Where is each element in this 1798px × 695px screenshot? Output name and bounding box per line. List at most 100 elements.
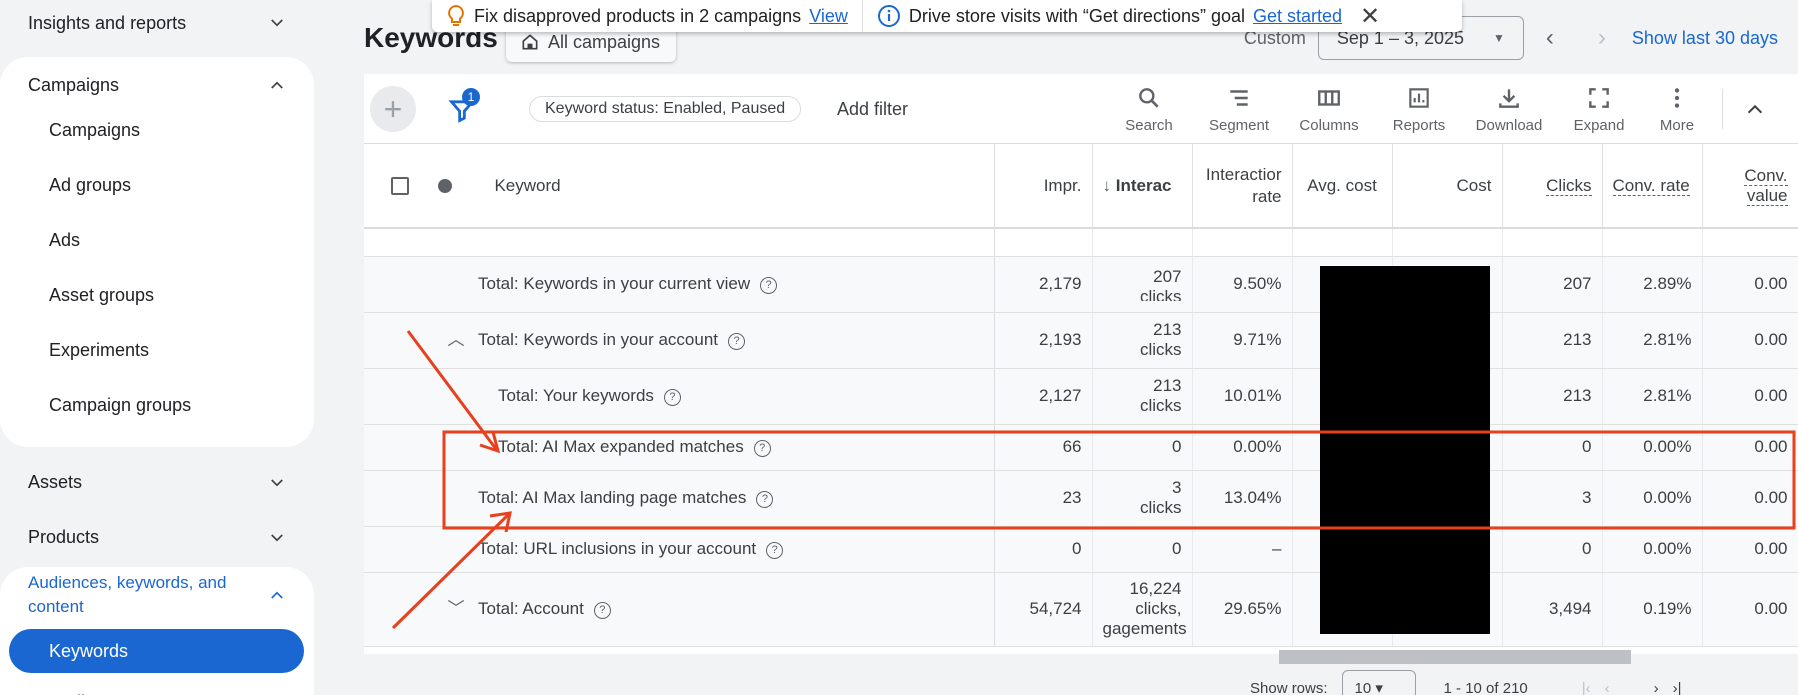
column-header-keyword[interactable]: Keyword bbox=[364, 144, 995, 229]
rows-per-page-select[interactable]: 10 ▾ bbox=[1341, 670, 1416, 695]
sidebar-item-experiments[interactable]: Experiments bbox=[49, 340, 150, 360]
tool-label: More bbox=[1659, 116, 1695, 134]
sidebar-item-ad-groups[interactable]: Ad groups bbox=[49, 175, 132, 195]
sidebar-section-assets[interactable]: Assets bbox=[0, 455, 314, 510]
notification-banner: Fix disapproved products in 2 campaigns … bbox=[432, 0, 1462, 32]
main-content: Keywords All campaigns Custom Sep 1 – 3,… bbox=[364, 0, 1798, 695]
clicks-cell: 0 bbox=[1502, 526, 1603, 573]
help-icon[interactable]: ? bbox=[753, 440, 771, 457]
tool-label: Download bbox=[1475, 116, 1543, 134]
pagination: Show rows: 10 ▾ 1 - 10 of 210 |‹ ‹ › ›| bbox=[1250, 670, 1682, 695]
spacer-row bbox=[364, 228, 1798, 257]
column-header-interaction-rate[interactable]: Interactior rate bbox=[1192, 144, 1293, 229]
segment-button[interactable]: Segment bbox=[1194, 74, 1284, 144]
interactions-cell: 213 clicks bbox=[1092, 368, 1193, 425]
column-header-interactions[interactable]: ↓ Interac bbox=[1092, 144, 1193, 229]
interactions-cell: 0 bbox=[1092, 424, 1193, 471]
interaction-rate-cell: 10.01% bbox=[1192, 368, 1293, 425]
interaction-rate-cell: 0.00% bbox=[1192, 424, 1293, 471]
interactions-unit: clicks, bbox=[1135, 599, 1182, 618]
keywords-table-card: + 1 Keyword status: Enabled, Paused Add … bbox=[364, 74, 1798, 654]
get-started-link[interactable]: Get started bbox=[1253, 5, 1343, 26]
expand-icon bbox=[1589, 87, 1609, 108]
conv-rate-cell: 2.89% bbox=[1602, 256, 1703, 313]
help-icon[interactable]: ? bbox=[728, 333, 746, 350]
sidebar-section-audiences[interactable]: Audiences, keywords, and content bbox=[0, 567, 314, 623]
table-header-row: Keyword Impr. ↓ Interac Interactior rate … bbox=[364, 144, 1798, 229]
next-page-icon[interactable]: › bbox=[1653, 679, 1659, 695]
columns-button[interactable]: Columns bbox=[1284, 74, 1374, 144]
column-header-avg-cost[interactable]: Avg. cost bbox=[1292, 144, 1393, 229]
expand-button[interactable]: Expand bbox=[1554, 74, 1644, 144]
banner-item-directions: Drive store visits with “Get directions”… bbox=[863, 0, 1394, 32]
sort-desc-icon: ↓ bbox=[1102, 175, 1116, 195]
reports-button[interactable]: Reports bbox=[1374, 74, 1464, 144]
sidebar-item-ads[interactable]: Ads bbox=[49, 230, 81, 250]
add-filter-button[interactable]: Add filter bbox=[837, 99, 909, 119]
help-icon[interactable]: ? bbox=[663, 389, 681, 406]
row-label: Total: AI Max landing page matches bbox=[478, 488, 747, 507]
keywords-table: Keyword Impr. ↓ Interac Interactior rate … bbox=[364, 144, 1798, 647]
sidebar-item-audiences[interactable]: Audiences bbox=[0, 673, 314, 695]
column-header-conv-value[interactable]: Conv. value bbox=[1702, 144, 1798, 229]
last-page-icon[interactable]: ›| bbox=[1672, 679, 1682, 695]
sidebar-section-insights[interactable]: Insights and reports bbox=[0, 0, 314, 46]
column-header-impressions[interactable]: Impr. bbox=[994, 144, 1093, 229]
conv-rate-cell: 0.00% bbox=[1602, 470, 1703, 527]
interactions-cell: 3 clicks bbox=[1092, 470, 1193, 527]
reports-icon bbox=[1409, 87, 1429, 108]
select-all-checkbox[interactable] bbox=[391, 176, 409, 195]
sidebar-section-products[interactable]: Products bbox=[0, 510, 314, 565]
download-button[interactable]: Download bbox=[1464, 74, 1554, 144]
impressions-cell: 66 bbox=[994, 424, 1093, 471]
previous-period-button[interactable]: ‹ bbox=[1545, 24, 1554, 51]
interactions-value: 16,224 bbox=[1129, 579, 1182, 598]
row-label: Total: Your keywords bbox=[498, 386, 654, 405]
keyword-status-filter-chip[interactable]: Keyword status: Enabled, Paused bbox=[529, 96, 802, 122]
column-header-cost[interactable]: Cost bbox=[1392, 144, 1503, 229]
clicks-header-label: Clicks bbox=[1546, 175, 1592, 196]
chevron-up-icon[interactable]: ︿ bbox=[447, 330, 465, 349]
conv-value-cell: 0.00 bbox=[1702, 572, 1798, 647]
interactions-value: 213 bbox=[1153, 376, 1182, 395]
help-icon[interactable]: ? bbox=[766, 542, 784, 559]
sidebar-item-asset-groups[interactable]: Asset groups bbox=[49, 285, 155, 305]
conv-rate-cell: 2.81% bbox=[1602, 312, 1703, 369]
next-period-button[interactable]: › bbox=[1597, 24, 1606, 51]
help-icon[interactable]: ? bbox=[593, 602, 611, 619]
prev-page-icon[interactable]: ‹ bbox=[1604, 679, 1610, 695]
column-header-conv-rate[interactable]: Conv. rate bbox=[1602, 144, 1703, 229]
table-row-account-keywords: ︿ Total: Keywords in your account? 2,193 … bbox=[364, 312, 1798, 369]
help-icon[interactable]: ? bbox=[760, 277, 778, 294]
add-keyword-button[interactable]: + bbox=[370, 86, 416, 132]
banner-item-disapproved: Fix disapproved products in 2 campaigns … bbox=[432, 0, 862, 32]
view-link[interactable]: View bbox=[809, 5, 848, 26]
sidebar-section-campaigns[interactable]: Campaigns bbox=[0, 67, 314, 103]
columns-icon bbox=[1318, 89, 1340, 106]
interactions-cell: 0 bbox=[1092, 526, 1193, 573]
more-button[interactable]: More bbox=[1644, 74, 1710, 144]
interactions-unit: clicks bbox=[1139, 396, 1182, 415]
audiences-group: Audiences, keywords, and content Keyword… bbox=[0, 567, 314, 695]
chevron-down-icon[interactable]: ﹀ bbox=[447, 599, 465, 618]
sidebar-item-campaigns[interactable]: Campaigns bbox=[49, 120, 141, 140]
conv-rate-cell: 0.19% bbox=[1602, 572, 1703, 647]
conv-rate-header-label: Conv. rate bbox=[1612, 175, 1690, 196]
sidebar-item-campaign-groups[interactable]: Campaign groups bbox=[49, 395, 192, 415]
column-header-clicks[interactable]: Clicks bbox=[1502, 144, 1603, 229]
clicks-cell: 213 bbox=[1502, 312, 1603, 369]
horizontal-scrollbar[interactable] bbox=[1279, 650, 1631, 664]
sidebar-item-keywords[interactable]: Keywords bbox=[9, 629, 304, 673]
row-label: Total: Account bbox=[478, 599, 584, 618]
search-button[interactable]: Search bbox=[1104, 74, 1194, 144]
collapse-toolbar-button[interactable] bbox=[1735, 74, 1775, 144]
download-icon bbox=[1499, 88, 1519, 108]
table-row-current-view: Total: Keywords in your current view? 2,… bbox=[364, 256, 1798, 313]
close-icon[interactable]: ✕ bbox=[1360, 2, 1381, 30]
help-icon[interactable]: ? bbox=[756, 491, 774, 508]
first-page-icon[interactable]: |‹ bbox=[1581, 679, 1591, 695]
more-vert-icon bbox=[1674, 87, 1680, 108]
show-last-30-days-link[interactable]: Show last 30 days bbox=[1631, 27, 1778, 48]
home-icon bbox=[522, 34, 538, 50]
